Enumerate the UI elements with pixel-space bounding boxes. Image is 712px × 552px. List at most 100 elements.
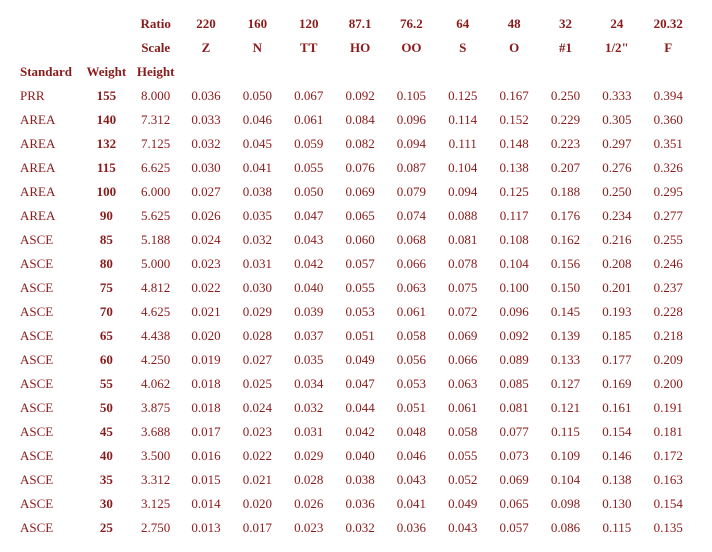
cell-value: 0.207 [540,156,591,180]
cell-value: 0.053 [334,300,385,324]
cell-value: 0.246 [643,252,694,276]
cell-value: 0.092 [334,84,385,108]
cell-value: 0.058 [437,420,488,444]
cell-value: 0.032 [283,396,334,420]
cell-value: 0.020 [232,492,283,516]
cell-standard: ASCE [18,276,82,300]
cell-value: 0.069 [437,324,488,348]
cell-standard: AREA [18,156,82,180]
cell-value: 0.096 [386,108,437,132]
cell-height: 2.750 [131,516,180,540]
cell-value: 0.055 [437,444,488,468]
cell-height: 6.625 [131,156,180,180]
cell-value: 0.021 [180,300,231,324]
cell-value: 0.069 [334,180,385,204]
table-row: ASCE503.8750.0180.0240.0320.0440.0510.06… [18,396,694,420]
table-row: AREA905.6250.0260.0350.0470.0650.0740.08… [18,204,694,228]
cell-value: 0.177 [591,348,642,372]
cell-value: 0.030 [180,156,231,180]
cell-value: 0.163 [643,468,694,492]
cell-value: 0.104 [540,468,591,492]
cell-height: 5.188 [131,228,180,252]
cell-value: 0.191 [643,396,694,420]
cell-value: 0.188 [540,180,591,204]
cell-value: 0.046 [386,444,437,468]
cell-value: 0.109 [540,444,591,468]
cell-weight: 100 [82,180,131,204]
scale-col: TT [283,36,334,60]
table-header: Ratio 220 160 120 87.1 76.2 64 48 32 24 … [18,12,694,84]
table-row: PRR1558.0000.0360.0500.0670.0920.1050.12… [18,84,694,108]
cell-value: 0.013 [180,516,231,540]
cell-value: 0.094 [437,180,488,204]
scale-col: O [488,36,539,60]
cell-value: 0.162 [540,228,591,252]
cell-value: 0.115 [591,516,642,540]
cell-height: 7.125 [131,132,180,156]
cell-weight: 60 [82,348,131,372]
cell-value: 0.295 [643,180,694,204]
cell-value: 0.394 [643,84,694,108]
cell-value: 0.038 [334,468,385,492]
cell-value: 0.125 [488,180,539,204]
cell-weight: 45 [82,420,131,444]
cell-value: 0.030 [232,276,283,300]
cell-value: 0.079 [386,180,437,204]
cell-value: 0.100 [488,276,539,300]
cell-value: 0.041 [232,156,283,180]
cell-value: 0.176 [540,204,591,228]
cell-value: 0.032 [180,132,231,156]
cell-value: 0.024 [232,396,283,420]
cell-value: 0.255 [643,228,694,252]
cell-value: 0.045 [232,132,283,156]
cell-value: 0.150 [540,276,591,300]
cell-value: 0.027 [232,348,283,372]
cell-value: 0.085 [488,372,539,396]
cell-value: 0.056 [386,348,437,372]
cell-value: 0.250 [540,84,591,108]
cell-value: 0.019 [180,348,231,372]
cell-value: 0.053 [386,372,437,396]
cell-value: 0.023 [232,420,283,444]
cell-weight: 30 [82,492,131,516]
cell-value: 0.172 [643,444,694,468]
cell-value: 0.234 [591,204,642,228]
cell-value: 0.108 [488,228,539,252]
cell-value: 0.060 [334,228,385,252]
cell-weight: 155 [82,84,131,108]
cell-standard: ASCE [18,372,82,396]
cell-value: 0.326 [643,156,694,180]
cell-value: 0.072 [437,300,488,324]
cell-value: 0.185 [591,324,642,348]
cell-standard: AREA [18,180,82,204]
ratio-col: 48 [488,12,539,36]
cell-value: 0.229 [540,108,591,132]
cell-value: 0.154 [643,492,694,516]
cell-height: 4.062 [131,372,180,396]
cell-value: 0.200 [643,372,694,396]
header-row-ratio: Ratio 220 160 120 87.1 76.2 64 48 32 24 … [18,12,694,36]
cell-value: 0.133 [540,348,591,372]
cell-value: 0.216 [591,228,642,252]
standard-label: Standard [18,60,82,84]
scale-col: Z [180,36,231,60]
cell-standard: ASCE [18,396,82,420]
table-row: ASCE453.6880.0170.0230.0310.0420.0480.05… [18,420,694,444]
cell-value: 0.223 [540,132,591,156]
cell-value: 0.037 [283,324,334,348]
cell-value: 0.208 [591,252,642,276]
cell-value: 0.043 [386,468,437,492]
cell-value: 0.059 [283,132,334,156]
cell-value: 0.065 [488,492,539,516]
cell-weight: 55 [82,372,131,396]
cell-value: 0.068 [386,228,437,252]
cell-value: 0.218 [643,324,694,348]
cell-height: 4.812 [131,276,180,300]
cell-value: 0.042 [334,420,385,444]
cell-value: 0.048 [386,420,437,444]
cell-weight: 25 [82,516,131,540]
cell-value: 0.084 [334,108,385,132]
cell-value: 0.086 [540,516,591,540]
cell-value: 0.038 [232,180,283,204]
cell-value: 0.237 [643,276,694,300]
